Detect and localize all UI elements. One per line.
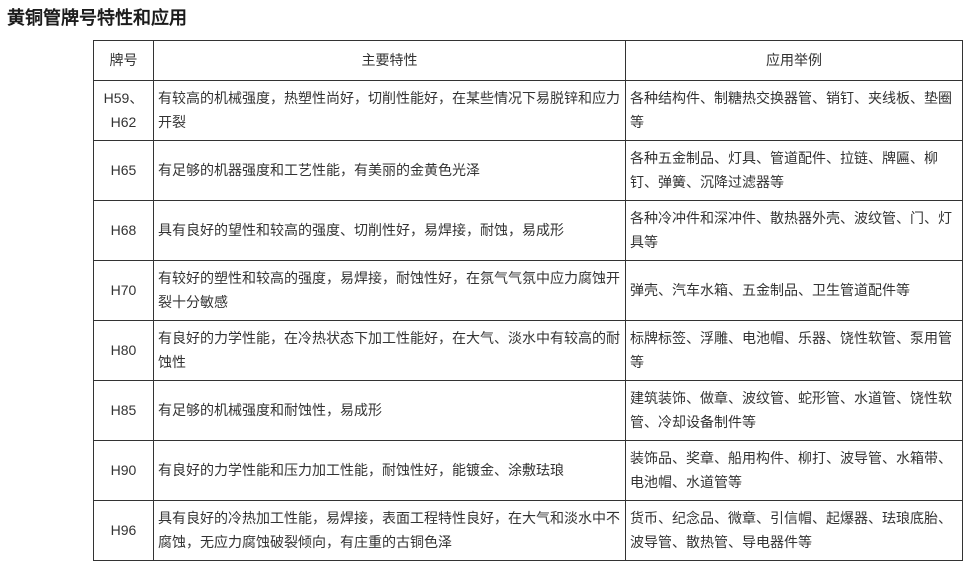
grade-cell: H90 <box>93 439 154 501</box>
table-row: H80 有良好的力学性能，在冷热状态下加工性能好，在大气、淡水中有较高的耐蚀性 标牌… <box>93 319 963 381</box>
grade-cell: H59、H62 <box>93 79 154 141</box>
features-cell: 有良好的力学性能，在冷热状态下加工性能好，在大气、淡水中有较高的耐蚀性 <box>153 319 626 381</box>
table-row: H70 有较好的塑性和较高的强度，易焊接，耐蚀性好，在氛气气氛中应力腐蚀开裂十分敏… <box>93 259 963 321</box>
grade-cell: H65 <box>93 139 154 201</box>
header-features: 主要特性 <box>153 39 626 81</box>
table-row: H65 有足够的机器强度和工艺性能，有美丽的金黄色光泽 各种五金制品、灯具、管道配件… <box>93 139 963 201</box>
header-applications: 应用举例 <box>625 39 963 81</box>
features-cell: 具有良好的望性和较高的强度、切削性好，易焊接，耐蚀，易成形 <box>153 199 626 261</box>
applications-cell: 各种冷冲件和深冲件、散热器外壳、波纹管、门、灯具等 <box>625 199 963 261</box>
features-cell: 有较好的塑性和较高的强度，易焊接，耐蚀性好，在氛气气氛中应力腐蚀开裂十分敏感 <box>153 259 626 321</box>
features-cell: 有足够的机器强度和工艺性能，有美丽的金黄色光泽 <box>153 139 626 201</box>
table-row: H68 具有良好的望性和较高的强度、切削性好，易焊接，耐蚀，易成形 各种冷冲件和深冲… <box>93 199 963 261</box>
table-row: H96 具有良好的冷热加工性能，易焊接，表面工程特性良好，在大气和淡水中不腐蚀，无… <box>93 499 963 561</box>
grade-cell: H85 <box>93 379 154 441</box>
grade-cell: H70 <box>93 259 154 321</box>
table-row: H90 有良好的力学性能和压力加工性能，耐蚀性好，能镀金、涂敷珐琅 装饰品、奖章、船… <box>93 439 963 501</box>
grade-cell: H68 <box>93 199 154 261</box>
brass-grade-table: 牌号 主要特性 应用举例 H59、H62 有较高的机械强度，热塑性尚好，切削性能好… <box>93 39 963 561</box>
header-grade: 牌号 <box>93 39 154 81</box>
features-cell: 有足够的机械强度和耐蚀性，易成形 <box>153 379 626 441</box>
features-cell: 有良好的力学性能和压力加工性能，耐蚀性好，能镀金、涂敷珐琅 <box>153 439 626 501</box>
features-cell: 具有良好的冷热加工性能，易焊接，表面工程特性良好，在大气和淡水中不腐蚀，无应力腐… <box>153 499 626 561</box>
table-row: H59、H62 有较高的机械强度，热塑性尚好，切削性能好，在某些情况下易脱锌和应力… <box>93 79 963 141</box>
header-row: 牌号 主要特性 应用举例 <box>93 39 963 81</box>
applications-cell: 建筑装饰、做章、波纹管、蛇形管、水道管、饶性软管、冷却设备制件等 <box>625 379 963 441</box>
features-cell: 有较高的机械强度，热塑性尚好，切削性能好，在某些情况下易脱锌和应力开裂 <box>153 79 626 141</box>
table-body: H59、H62 有较高的机械强度，热塑性尚好，切削性能好，在某些情况下易脱锌和应力… <box>93 79 963 561</box>
applications-cell: 各种结构件、制糖热交换器管、销钉、夹线板、垫圈等 <box>625 79 963 141</box>
grade-cell: H80 <box>93 319 154 381</box>
applications-cell: 弹壳、汽车水箱、五金制品、卫生管道配件等 <box>625 259 963 321</box>
applications-cell: 装饰品、奖章、船用构件、柳打、波导管、水箱带、电池帽、水道管等 <box>625 439 963 501</box>
table-header: 牌号 主要特性 应用举例 <box>93 39 963 81</box>
applications-cell: 货币、纪念品、微章、引信帽、起爆器、珐琅底胎、波导管、散热管、导电器件等 <box>625 499 963 561</box>
applications-cell: 各种五金制品、灯具、管道配件、拉链、牌匾、柳钉、弹簧、沉降过滤器等 <box>625 139 963 201</box>
grade-cell: H96 <box>93 499 154 561</box>
page-title: 黄铜管牌号特性和应用 <box>7 8 187 28</box>
applications-cell: 标牌标签、浮雕、电池帽、乐器、饶性软管、泵用管等 <box>625 319 963 381</box>
table-row: H85 有足够的机械强度和耐蚀性，易成形 建筑装饰、做章、波纹管、蛇形管、水道管、饶… <box>93 379 963 441</box>
